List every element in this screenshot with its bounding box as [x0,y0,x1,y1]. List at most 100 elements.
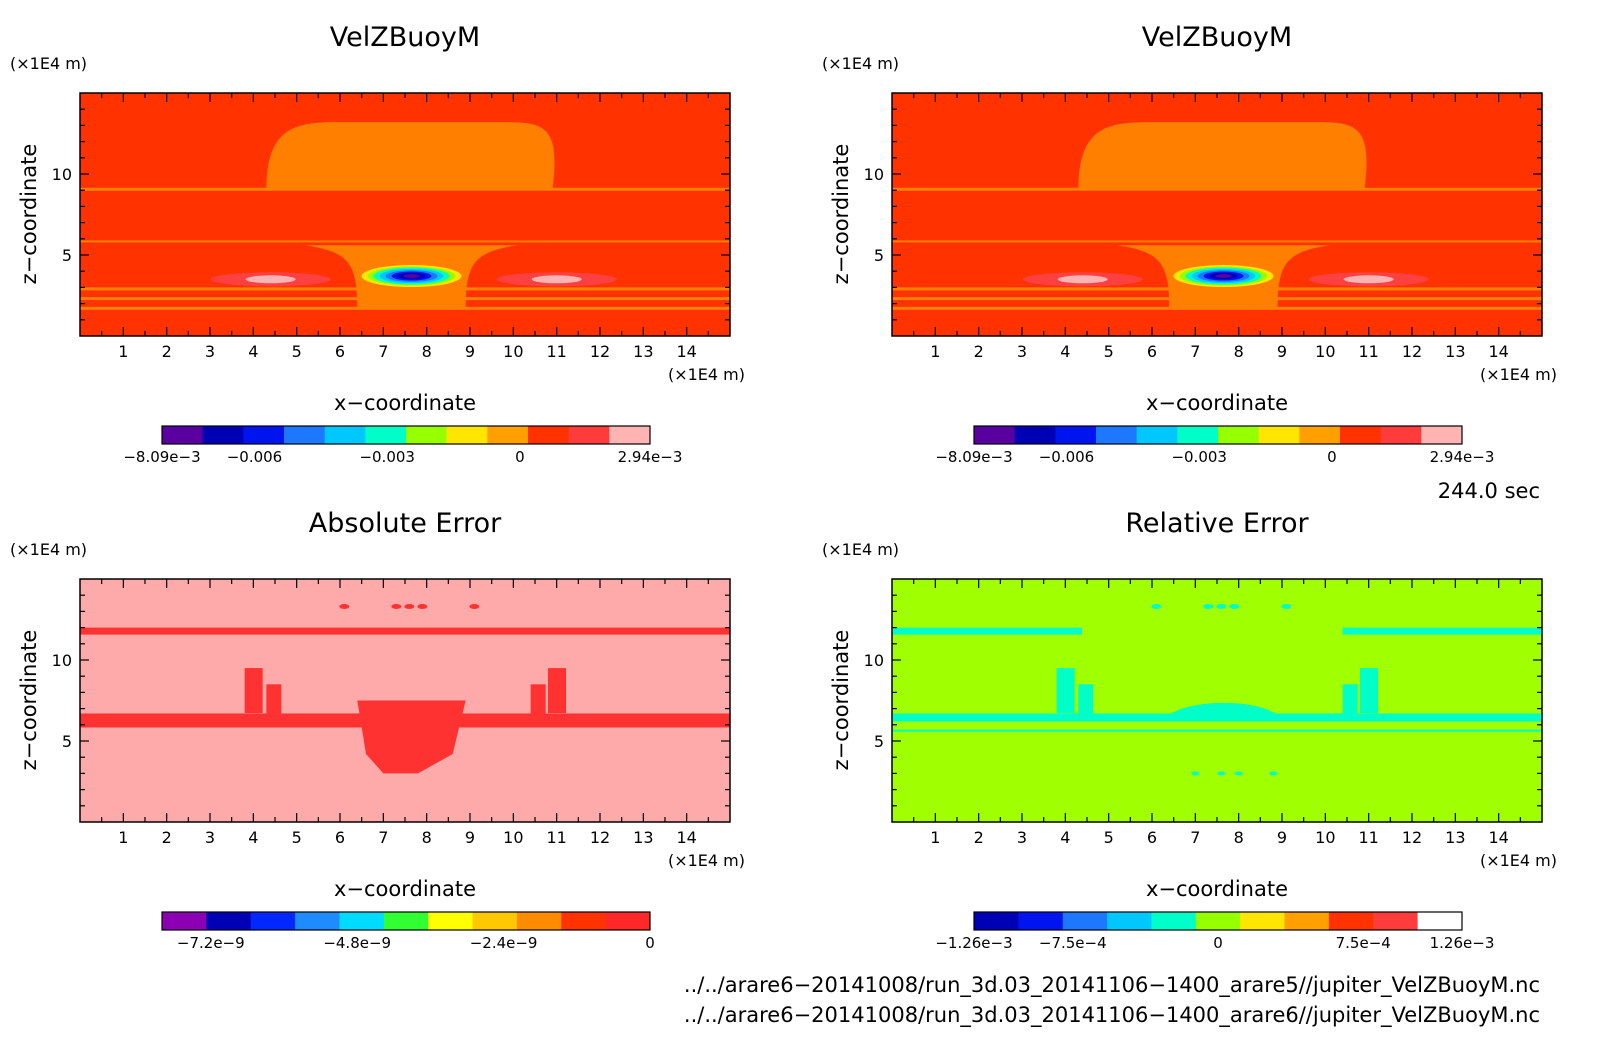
colorbar-swatch [1014,426,1056,444]
x-tick-label: 6 [1147,342,1157,361]
y-tick-label: 5 [62,246,72,265]
colorbar-tick-label: 0 [1327,448,1337,466]
y-tick-label: 10 [52,165,72,184]
colorbar-swatch [1258,426,1300,444]
colorbar-swatch [446,426,488,444]
x-tick-label: 8 [422,342,432,361]
x-tick-label: 12 [1402,342,1422,361]
colorbar-tick-label: 0 [645,934,655,952]
colorbar-swatch [1177,426,1219,444]
y-unit-label: (×1E4 m) [822,54,899,73]
x-tick-label: 4 [1060,828,1070,847]
x-tick-label: 9 [465,342,475,361]
x-tick-label: 5 [292,828,302,847]
x-tick-label: 4 [1060,342,1070,361]
colorbar-swatch [339,912,385,930]
colorbar-tick-label: −0.006 [227,448,283,466]
rel-error-spot [1229,604,1240,610]
x-tick-label: 10 [1315,828,1335,847]
colorbar-swatch [974,426,1016,444]
x-tick-label: 13 [633,828,653,847]
rel-error-spot [1234,771,1243,776]
upper-dome [1078,122,1367,191]
downdraft-contour [1215,274,1232,278]
band [80,240,730,243]
band [892,187,1542,191]
error-blob [357,700,466,774]
x-tick-label: 7 [378,828,388,847]
colorbar-swatch [487,426,529,444]
colorbar-swatch [1380,426,1422,444]
x-tick-label: 5 [1104,828,1114,847]
error-spot [404,604,415,610]
x-tick-label: 6 [1147,828,1157,847]
band [80,287,730,291]
x-tick-label: 10 [503,828,523,847]
x-tick-label: 3 [1017,342,1027,361]
colorbar-swatch [250,912,296,930]
x-tick-label: 13 [1445,828,1465,847]
upper-dome [266,122,555,191]
x-tick-label: 10 [1315,342,1335,361]
colorbar-swatch [324,426,366,444]
x-tick-label: 14 [1488,828,1508,847]
file-path-2: ../../arare6−20141008/run_3d.03_20141106… [684,1003,1540,1028]
colorbar-tick-label: −4.8e−9 [323,934,391,952]
colorbar-swatch [1151,912,1197,930]
y-tick-label: 10 [52,651,72,670]
x-tick-label: 14 [676,342,696,361]
colorbar-swatch [472,912,518,930]
error-spot [417,604,428,610]
field-background [892,579,1542,822]
y-axis-label: z−coordinate [17,144,41,285]
x-tick-label: 3 [205,342,215,361]
rel-error-column [1360,668,1378,714]
x-tick-label: 9 [1277,828,1287,847]
time-label: 244.0 sec [1438,479,1540,503]
colorbar-swatch [516,912,562,930]
rel-error-band [892,627,1082,635]
colorbar-swatch [202,426,244,444]
colorbar-swatch [295,912,340,930]
rel-error-spot [1151,604,1162,610]
rel-error-spot [1191,771,1200,776]
x-tick-label: 9 [465,828,475,847]
colorbar-swatch [406,426,448,444]
x-tick-label: 8 [1234,342,1244,361]
colorbar-swatch [1107,912,1152,930]
x-unit-label: (×1E4 m) [1480,851,1557,870]
file-path-1: ../../arare6−20141008/run_3d.03_20141106… [684,973,1540,998]
x-tick-label: 11 [546,828,566,847]
band [892,297,1542,301]
colorbar-swatch [1421,426,1463,444]
panel-title: Relative Error [1125,508,1309,539]
x-tick-label: 5 [1104,342,1114,361]
band [892,306,1542,310]
rel-error-column [1056,668,1075,714]
colorbar-tick-label: 2.94e−3 [618,448,683,466]
colorbar-tick-label: 2.94e−3 [1430,448,1495,466]
y-tick-label: 5 [874,732,884,751]
error-column [266,684,282,715]
colorbar-swatch [206,912,252,930]
colorbar-swatch [1417,912,1463,930]
y-tick-label: 5 [874,246,884,265]
band [892,287,1542,291]
colorbar-swatch [1136,426,1178,444]
colorbar-swatch [1328,912,1374,930]
colorbar-tick-label: 0 [515,448,525,466]
colorbar-swatch [162,912,207,930]
colorbar-swatch [1218,426,1260,444]
colorbar-tick-label: 1.26e−3 [1430,934,1495,952]
x-axis-label: x−coordinate [1146,391,1288,415]
error-spot [469,604,480,610]
colorbar-swatch [284,426,326,444]
side-lobe-core [531,275,582,284]
rel-error-spot [1281,604,1292,610]
x-tick-label: 2 [162,342,172,361]
x-tick-label: 9 [1277,342,1287,361]
x-tick-label: 10 [503,342,523,361]
x-tick-label: 4 [248,828,258,847]
